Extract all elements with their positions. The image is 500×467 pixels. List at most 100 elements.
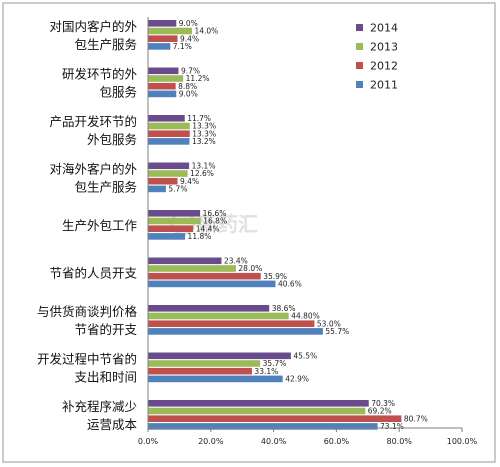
- bar-2013: [148, 170, 188, 177]
- data-label: 42.9%: [285, 375, 309, 384]
- legend-swatch-2013: [356, 43, 363, 50]
- bar-2013: [148, 265, 236, 272]
- bar-2012: [148, 177, 178, 185]
- bar-2014: [148, 67, 179, 75]
- bar-2011: [148, 375, 283, 383]
- bar-2014: [148, 162, 190, 170]
- data-label: 9.7%: [181, 67, 200, 76]
- data-label: 12.6%: [190, 169, 214, 178]
- data-label: 38.6%: [272, 304, 296, 313]
- bar-2014: [148, 352, 291, 360]
- category-label: 研发环节的外: [62, 66, 138, 81]
- bar-2013: [148, 122, 190, 130]
- x-tick-label: 20.0%: [198, 437, 224, 446]
- x-tick-label: 40.0%: [261, 437, 287, 446]
- legend-swatch-2011: [356, 81, 363, 88]
- data-label: 7.1%: [173, 42, 192, 51]
- bar-2011: [148, 90, 177, 98]
- data-label: 13.3%: [192, 122, 216, 131]
- category-label: 节省的人员开支: [49, 265, 137, 280]
- bar-2012: [148, 225, 194, 232]
- category-label: 包生产服务: [74, 37, 137, 52]
- bar-2014: [148, 257, 222, 265]
- bar-2014: [148, 115, 185, 122]
- data-label: 14.0%: [194, 27, 218, 36]
- data-label: 8.8%: [178, 82, 197, 91]
- bar-2013: [148, 407, 366, 415]
- bar-2013: [148, 217, 201, 225]
- watermark-text: 新药汇: [198, 212, 258, 236]
- data-label: 28.0%: [238, 264, 262, 273]
- bar-2013: [148, 360, 261, 367]
- category-label: 对国内客户的外: [49, 19, 137, 34]
- bar-2012: [148, 130, 190, 137]
- data-label: 44.80%: [291, 312, 320, 321]
- bar-2011: [148, 185, 166, 193]
- data-label: 55.7%: [325, 327, 349, 336]
- bar-2012: [148, 367, 252, 375]
- category-label: 对海外客户的外: [49, 161, 137, 176]
- data-label: 5.7%: [168, 185, 187, 194]
- bar-2011: [148, 423, 378, 430]
- data-label: 9.0%: [179, 90, 198, 99]
- x-tick-label: 80.0%: [386, 437, 412, 446]
- bar-2013: [148, 27, 192, 35]
- data-label: 14.4%: [196, 224, 220, 233]
- bar-2011: [148, 138, 190, 145]
- data-label: 13.1%: [192, 162, 216, 171]
- category-label: 外包服务: [87, 132, 137, 147]
- data-label: 69.2%: [368, 407, 392, 416]
- data-label: 16.8%: [203, 217, 227, 226]
- data-label: 9.0%: [179, 19, 198, 28]
- data-label: 9.4%: [180, 177, 199, 186]
- data-label: 11.8%: [188, 232, 212, 241]
- legend-label: 2014: [370, 22, 398, 35]
- data-label: 9.4%: [180, 34, 199, 43]
- bar-2011: [148, 280, 276, 288]
- chart-frame: [2, 2, 496, 463]
- bar-2012: [148, 35, 178, 42]
- bar-2011: [148, 328, 323, 335]
- data-label: 13.2%: [192, 137, 216, 146]
- category-label: 包服务: [99, 84, 137, 99]
- data-label: 40.6%: [278, 280, 302, 289]
- data-label: 70.3%: [371, 399, 395, 408]
- data-label: 13.3%: [192, 129, 216, 138]
- data-label: 23.4%: [224, 257, 248, 266]
- category-label: 节省的开支: [74, 322, 137, 337]
- bar-2012: [148, 82, 176, 90]
- data-label: 33.1%: [254, 367, 278, 376]
- x-tick-label: 60.0%: [324, 437, 350, 446]
- bar-2011: [148, 43, 171, 50]
- bar-2014: [148, 305, 270, 312]
- data-label: 73.1%: [380, 422, 404, 431]
- bar-2011: [148, 233, 186, 240]
- bar-2014: [148, 210, 201, 217]
- legend-swatch-2012: [356, 62, 363, 69]
- bar-2012: [148, 272, 261, 280]
- x-tick-label: 0.0%: [138, 437, 159, 446]
- data-label: 53.0%: [317, 319, 341, 328]
- data-label: 16.6%: [203, 209, 227, 218]
- bar-2014: [148, 400, 369, 407]
- x-tick-label: 100.0%: [447, 437, 478, 446]
- legend-label: 2013: [370, 41, 398, 54]
- data-label: 11.2%: [186, 74, 210, 83]
- bar-2014: [148, 20, 177, 27]
- category-label: 生产外包工作: [62, 218, 138, 233]
- legend-label: 2012: [370, 60, 398, 73]
- category-label: 与供货商谈判价格: [37, 304, 138, 319]
- category-label: 产品开发环节的: [49, 114, 137, 129]
- data-label: 35.7%: [263, 359, 287, 368]
- data-label: 11.7%: [187, 114, 211, 123]
- data-label: 35.9%: [263, 272, 287, 281]
- legend-swatch-2014: [356, 24, 363, 31]
- category-label: 开发过程中节省的: [37, 351, 137, 366]
- bar-2013: [148, 312, 289, 320]
- bar-2013: [148, 75, 184, 82]
- category-label: 运营成本: [87, 417, 138, 432]
- legend-label: 2011: [370, 79, 398, 92]
- data-label: 45.5%: [293, 352, 317, 361]
- data-label: 80.7%: [404, 414, 428, 423]
